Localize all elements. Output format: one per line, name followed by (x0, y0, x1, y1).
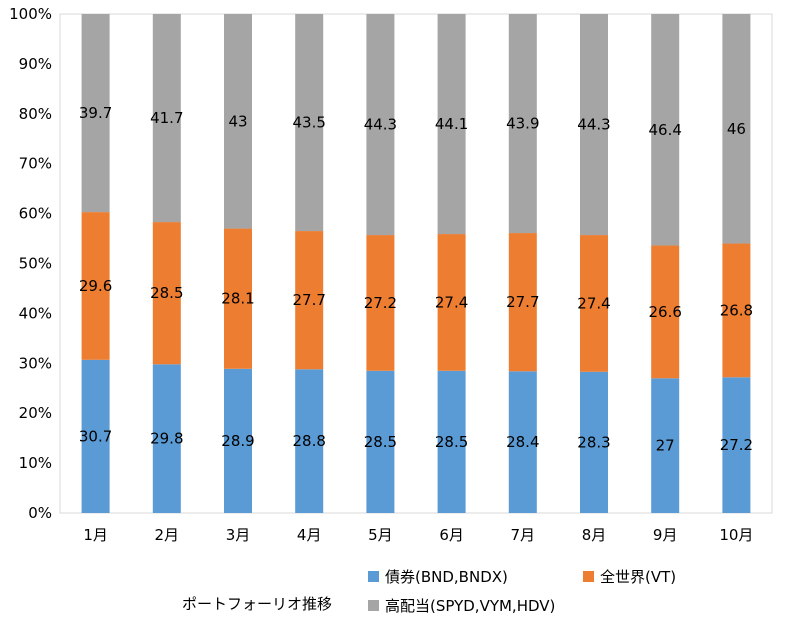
bar-segment (81, 212, 110, 360)
y-tick-label: 50% (19, 255, 52, 273)
legend-swatch-bonds (368, 571, 379, 582)
bar-segment (651, 14, 680, 246)
y-tick-label: 100% (9, 5, 52, 23)
chart-title: ポートフォーリオ推移 (182, 595, 333, 613)
legend-swatch-world (583, 571, 594, 582)
data-label: 44.1 (435, 115, 468, 133)
data-label: 27.2 (720, 436, 753, 454)
x-tick-label: 1月 (83, 526, 108, 544)
data-label: 43 (228, 112, 247, 130)
x-tick-label: 3月 (226, 526, 251, 544)
bar-segment (437, 14, 466, 235)
bar-segment (81, 14, 110, 213)
bar-segment (224, 368, 252, 513)
data-label: 28.8 (292, 432, 325, 450)
legend-item-high-dividend: 高配当(SPYD,VYM,HDV) (368, 595, 555, 616)
bar-segment (651, 378, 680, 513)
data-label: 39.7 (79, 104, 112, 122)
bar-segment (722, 377, 751, 513)
data-label: 26.6 (648, 303, 681, 321)
bar-segment (152, 364, 181, 513)
data-label: 46 (727, 120, 746, 138)
bar-segment (722, 14, 751, 244)
data-label: 44.3 (577, 116, 610, 134)
data-label: 46.4 (648, 121, 681, 139)
data-label: 43.5 (292, 114, 325, 132)
data-label: 28.5 (364, 433, 397, 451)
bar-segment (295, 14, 324, 232)
bar-segment (224, 14, 252, 229)
data-label: 27.2 (364, 294, 397, 312)
y-tick-label: 90% (19, 55, 52, 73)
legend-item-bonds: 債券(BND,BNDX) (368, 566, 508, 587)
y-tick-label: 80% (19, 105, 52, 123)
bar-segment (722, 243, 751, 378)
data-label: 27.7 (292, 291, 325, 309)
bar-segment (366, 235, 395, 371)
bar-segment (295, 231, 324, 370)
bar-segment (508, 233, 537, 372)
data-label: 28.1 (221, 290, 254, 308)
bar-segment (152, 14, 181, 223)
x-tick-label: 5月 (368, 526, 393, 544)
bar-segment (508, 371, 537, 513)
x-tick-label: 10月 (719, 526, 753, 544)
bar-segment (366, 14, 395, 236)
bar-segment (437, 234, 466, 371)
data-label: 27 (656, 437, 675, 455)
y-tick-label: 60% (19, 205, 52, 223)
data-label: 27.4 (577, 294, 610, 312)
y-tick-label: 10% (19, 454, 52, 472)
bar-segment (152, 222, 181, 365)
data-label: 30.7 (79, 427, 112, 445)
bar-segment (580, 235, 608, 372)
bar-segment (437, 370, 466, 513)
legend-label-world: 全世界(VT) (600, 568, 677, 586)
x-tick-label: 9月 (653, 526, 678, 544)
y-tick-label: 20% (19, 404, 52, 422)
data-label: 26.8 (720, 301, 753, 319)
y-tick-label: 70% (19, 155, 52, 173)
bar-segment (224, 228, 252, 369)
bar-segment (508, 14, 537, 234)
x-tick-label: 6月 (439, 526, 464, 544)
data-label: 44.3 (364, 116, 397, 134)
data-label: 29.6 (79, 277, 112, 295)
data-label: 27.7 (506, 293, 539, 311)
plot-area-border (59, 13, 773, 514)
bar-segment (580, 14, 608, 236)
data-label: 41.7 (150, 109, 183, 127)
y-tick-label: 0% (28, 504, 52, 522)
legend-label-high-dividend: 高配当(SPYD,VYM,HDV) (385, 597, 556, 615)
data-label: 28.4 (506, 433, 539, 451)
data-label: 28.5 (150, 284, 183, 302)
x-tick-label: 8月 (582, 526, 607, 544)
data-label: 27.4 (435, 293, 468, 311)
legend-swatch-high-dividend (368, 600, 379, 611)
legend-item-world: 全世界(VT) (583, 566, 676, 587)
data-label: 28.9 (221, 432, 254, 450)
bar-segment (651, 245, 680, 379)
x-tick-label: 7月 (511, 526, 536, 544)
data-label: 43.9 (506, 115, 539, 133)
data-label: 28.5 (435, 433, 468, 451)
x-tick-label: 2月 (155, 526, 180, 544)
y-tick-label: 30% (19, 354, 52, 372)
y-tick-label: 40% (19, 304, 52, 322)
bar-segment (366, 370, 395, 513)
bar-segment (295, 369, 324, 513)
bar-segment (580, 371, 608, 513)
data-label: 28.3 (577, 433, 610, 451)
bar-segment (81, 359, 110, 513)
x-tick-label: 4月 (297, 526, 322, 544)
legend-label-bonds: 債券(BND,BNDX) (385, 568, 508, 586)
data-label: 29.8 (150, 430, 183, 448)
